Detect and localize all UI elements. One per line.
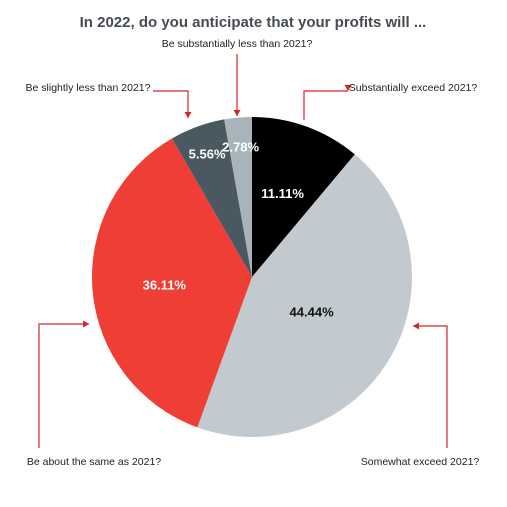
category-label: Be substantially less than 2021? xyxy=(162,38,313,50)
category-label: Somewhat exceed 2021? xyxy=(361,456,480,468)
category-label: Be slightly less than 2021? xyxy=(26,82,151,94)
pie-slices xyxy=(91,117,412,437)
pie-slice xyxy=(252,117,355,277)
leader-line xyxy=(413,325,448,448)
leader-line xyxy=(153,90,189,118)
slice-percent-label: 5.56% xyxy=(189,147,226,162)
category-labels: Substantially exceed 2021? Somewhat excee… xyxy=(26,38,480,468)
leader-arrow xyxy=(344,85,352,91)
pie-slice xyxy=(171,119,252,278)
slice-percent-label: 11.11% xyxy=(261,186,304,201)
pie-slice xyxy=(197,154,412,437)
pie-slice xyxy=(91,138,252,428)
leader-line xyxy=(303,90,348,120)
percent-labels: 11.11% 44.44% 36.11% 5.56%2.78% xyxy=(143,139,334,319)
chart-title: In 2022, do you anticipate that your pro… xyxy=(80,14,427,31)
leader-arrow xyxy=(413,322,419,330)
leader-line xyxy=(38,323,89,448)
leader-arrow xyxy=(83,320,89,328)
category-label: Substantially exceed 2021? xyxy=(349,82,478,94)
slice-percent-label: 44.44% xyxy=(290,304,335,319)
slice-percent-label: 2.78% xyxy=(222,139,259,154)
leader-arrow xyxy=(233,110,241,116)
leader-arrow xyxy=(184,112,192,118)
slice-percent-label: 36.11% xyxy=(143,278,187,293)
leader-lines xyxy=(38,54,448,448)
pie-slice xyxy=(224,117,252,277)
category-label: Be about the same as 2021? xyxy=(27,456,161,468)
